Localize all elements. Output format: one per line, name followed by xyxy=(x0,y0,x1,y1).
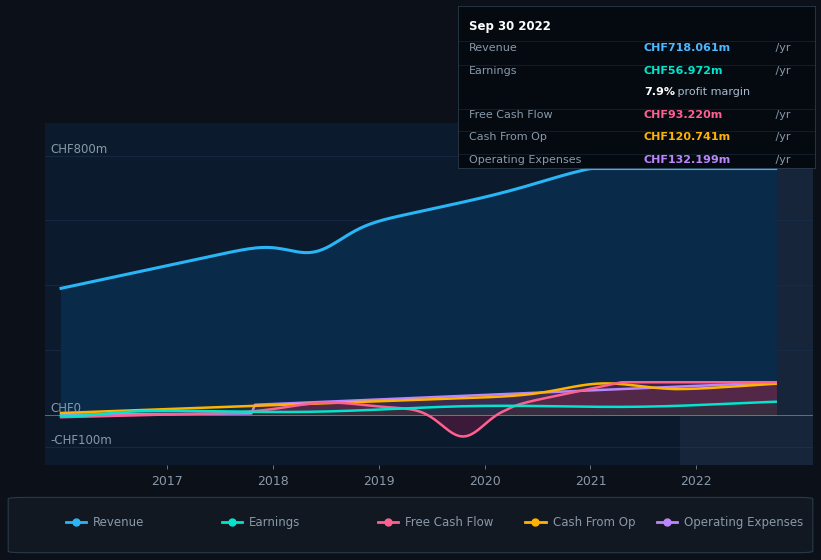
Text: Free Cash Flow: Free Cash Flow xyxy=(469,110,553,119)
Text: Earnings: Earnings xyxy=(249,516,300,529)
Text: 7.9%: 7.9% xyxy=(644,87,675,97)
Text: Operating Expenses: Operating Expenses xyxy=(469,155,581,165)
Text: CHF0: CHF0 xyxy=(50,402,81,414)
FancyBboxPatch shape xyxy=(8,497,813,553)
Text: /yr: /yr xyxy=(773,110,791,119)
Text: /yr: /yr xyxy=(773,132,791,142)
Text: CHF93.220m: CHF93.220m xyxy=(644,110,723,119)
Text: Cash From Op: Cash From Op xyxy=(469,132,547,142)
Text: Free Cash Flow: Free Cash Flow xyxy=(405,516,493,529)
Text: Cash From Op: Cash From Op xyxy=(553,516,635,529)
Text: CHF120.741m: CHF120.741m xyxy=(644,132,731,142)
Text: profit margin: profit margin xyxy=(674,87,750,97)
Text: CHF132.199m: CHF132.199m xyxy=(644,155,731,165)
Text: /yr: /yr xyxy=(773,66,791,76)
Text: Operating Expenses: Operating Expenses xyxy=(684,516,803,529)
Text: /yr: /yr xyxy=(773,155,791,165)
Text: CHF56.972m: CHF56.972m xyxy=(644,66,723,76)
Text: Revenue: Revenue xyxy=(93,516,144,529)
Text: -CHF100m: -CHF100m xyxy=(50,434,112,447)
Bar xyxy=(681,123,813,465)
Text: Revenue: Revenue xyxy=(469,43,517,53)
Text: /yr: /yr xyxy=(773,43,791,53)
Text: CHF800m: CHF800m xyxy=(50,143,108,156)
Text: CHF718.061m: CHF718.061m xyxy=(644,43,731,53)
Text: Earnings: Earnings xyxy=(469,66,517,76)
Text: Sep 30 2022: Sep 30 2022 xyxy=(469,20,551,33)
